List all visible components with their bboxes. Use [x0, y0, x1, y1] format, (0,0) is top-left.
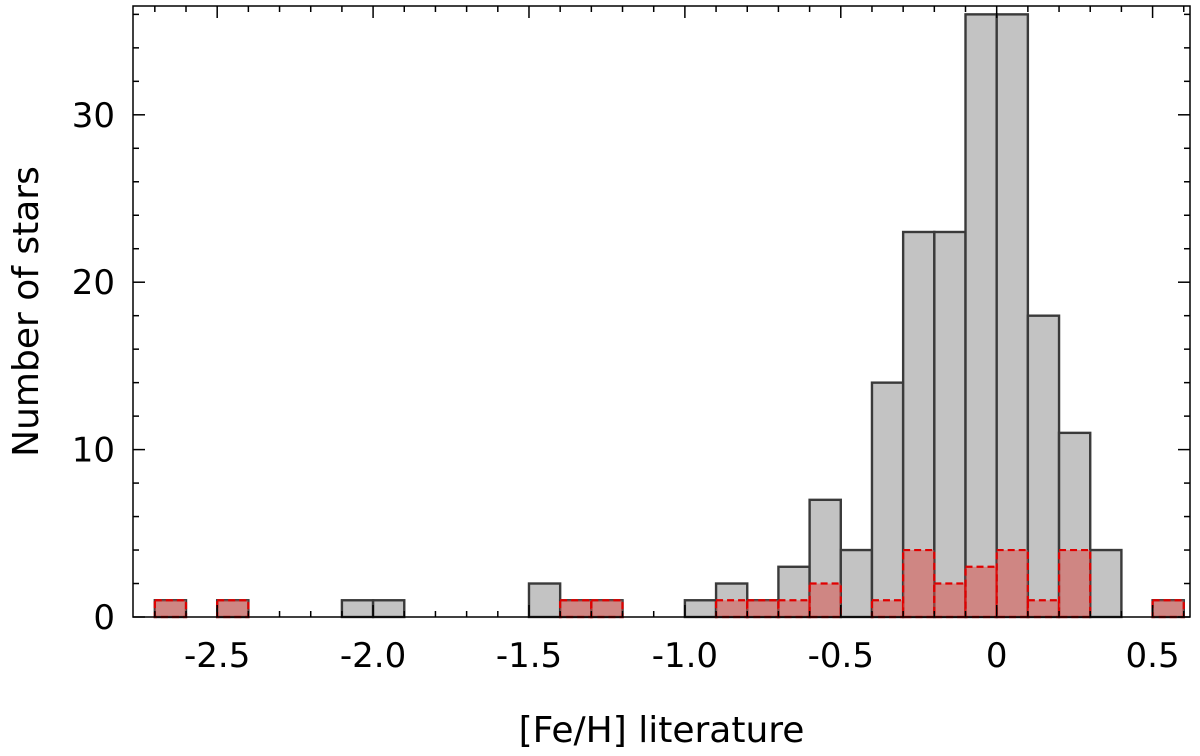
tick-labels: -2.5 -2.0 -1.5 -1.0 -0.5 0 0.5 0 10 20 30	[72, 96, 1180, 676]
bar-red-0.0	[995, 548, 1029, 619]
bar-gray--1.5	[527, 582, 562, 619]
y-tick-label: 30	[72, 96, 115, 136]
x-tick-label: -0.5	[808, 636, 874, 676]
bar-red--0.3	[902, 548, 936, 619]
bar-gray--1.0	[683, 599, 718, 619]
bar-gray--2.1	[340, 599, 375, 619]
y-axis-label: Number of stars	[6, 166, 47, 457]
bar-gray--0.5	[839, 548, 874, 619]
x-tick-label: -2.5	[184, 636, 250, 676]
bar-red--1.3	[590, 599, 624, 619]
bar-red--0.4	[870, 599, 905, 619]
x-axis-label: [Fe/H] literature	[519, 710, 805, 751]
x-tick-label: 0	[986, 636, 1008, 676]
gray-histogram-bars	[153, 13, 1185, 619]
bar-gray--0.2	[933, 230, 967, 619]
y-tick-label: 20	[72, 263, 115, 303]
bar-red--0.2	[933, 582, 967, 619]
bar-red--0.9	[714, 599, 749, 619]
x-tick-label: 0.5	[1126, 636, 1180, 676]
bar-gray-0.1	[1026, 314, 1061, 619]
bar-red-0.2	[1057, 548, 1092, 619]
bar-red--0.7	[777, 599, 811, 619]
x-tick-label: -1.5	[496, 636, 562, 676]
bar-red--0.8	[746, 599, 780, 619]
bar-red--1.4	[559, 599, 593, 619]
bar-red-0.5	[1151, 599, 1185, 619]
bar-red--0.1	[964, 565, 998, 619]
y-tick-label: 0	[93, 598, 115, 638]
bar-red--2.7	[153, 599, 188, 619]
x-tick-label: -2.0	[340, 636, 406, 676]
bar-red--0.6	[808, 582, 842, 619]
axes	[132, 5, 1191, 618]
plot-frame	[132, 5, 1191, 618]
axis-ticks	[133, 6, 1190, 618]
bar-red-0.1	[1026, 599, 1061, 619]
bar-gray--2.0	[371, 599, 406, 619]
x-tick-label: -1.0	[652, 636, 718, 676]
bar-gray-0.3	[1089, 548, 1123, 619]
bar-gray-0.0	[995, 13, 1030, 619]
bar-gray--0.4	[870, 381, 905, 619]
bar-red--2.5	[216, 599, 250, 619]
y-tick-label: 10	[72, 431, 115, 471]
bar-gray--0.1	[964, 13, 998, 619]
